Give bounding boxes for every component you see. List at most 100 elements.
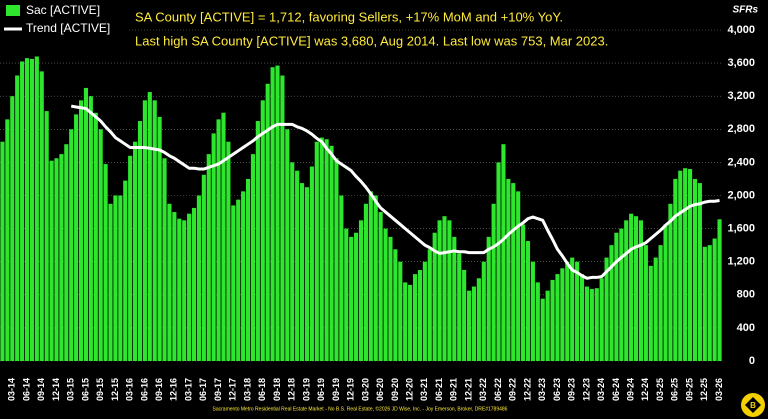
x-tick-label: 12-19 — [346, 378, 356, 401]
bar — [619, 228, 624, 361]
bar — [373, 195, 378, 361]
bar — [530, 261, 535, 361]
bar — [388, 236, 393, 361]
x-tick-label: 03-26 — [714, 378, 724, 401]
bar — [412, 274, 418, 361]
y-axis-label: SFRs — [732, 5, 758, 16]
bar — [275, 65, 280, 362]
bar — [702, 246, 707, 361]
x-tick-label: 06-25 — [670, 378, 680, 401]
bar — [201, 174, 206, 361]
bar — [491, 203, 496, 361]
bar — [545, 290, 550, 361]
chart-subtitle: Last high SA County [ACTIVE] was 3,680, … — [135, 33, 608, 48]
bar — [162, 158, 167, 361]
x-tick-label: 03-15 — [66, 378, 76, 401]
x-tick-label: 06-16 — [139, 378, 149, 401]
bar — [368, 191, 373, 361]
bar — [427, 249, 432, 361]
bars — [0, 56, 722, 362]
x-tick-label: 12-15 — [110, 378, 120, 401]
y-tick-label: 3,600 — [727, 57, 755, 69]
x-tick-label: 09-18 — [272, 378, 282, 401]
bar — [344, 228, 349, 361]
x-tick-label: 06-22 — [493, 378, 503, 401]
bar — [265, 83, 270, 361]
bar — [516, 191, 521, 361]
lines — [70, 104, 720, 280]
x-tick-label: 09-22 — [508, 378, 518, 401]
x-tick-label: 09-16 — [154, 378, 164, 401]
x-tick-label: 06-20 — [375, 378, 385, 401]
bar — [15, 75, 20, 361]
trend-line — [70, 104, 720, 280]
bar — [408, 284, 413, 361]
bar — [599, 278, 604, 361]
x-tick-label: 06-19 — [316, 378, 326, 401]
bar — [157, 116, 162, 361]
bar — [108, 203, 113, 361]
x-tick-label: 12-17 — [228, 378, 238, 401]
bar — [295, 170, 300, 361]
x-tick-label: 03-24 — [596, 378, 606, 401]
bar — [270, 67, 275, 362]
y-tick-label: 4,000 — [727, 24, 755, 36]
x-tick-label: 03-17 — [183, 378, 193, 401]
x-tick-label: 06-15 — [80, 378, 90, 401]
bar — [324, 139, 329, 361]
bar — [309, 166, 314, 361]
bar — [638, 220, 644, 361]
x-tick-label: 06-17 — [198, 378, 208, 401]
bar — [437, 220, 442, 361]
bar — [113, 195, 118, 361]
bar — [231, 205, 236, 361]
bar — [245, 178, 251, 361]
x-tick-label: 09-24 — [626, 378, 636, 401]
x-tick-label: 12-16 — [169, 378, 179, 401]
x-tick-label: 06-24 — [611, 378, 621, 401]
x-tick-label: 09-14 — [36, 378, 46, 401]
legend-label: Trend [ACTIVE] — [26, 21, 110, 35]
bar — [255, 121, 260, 362]
bar — [358, 220, 364, 361]
bar — [329, 145, 334, 361]
svg-text:B: B — [750, 401, 756, 410]
bar — [260, 100, 265, 362]
bar — [648, 265, 653, 361]
legend-box — [0, 0, 128, 40]
x-tick-label: 06-18 — [257, 378, 267, 401]
bar — [457, 253, 462, 361]
bar — [609, 245, 614, 361]
bar — [717, 219, 722, 361]
x-tick-label: 06-14 — [21, 378, 31, 401]
bar — [403, 282, 408, 361]
bar — [83, 87, 89, 362]
bar — [147, 92, 152, 361]
bar — [93, 112, 98, 361]
bar — [39, 71, 44, 361]
bar — [643, 245, 648, 361]
y-tick-label: 3,200 — [727, 90, 755, 102]
bar — [688, 169, 693, 361]
bar — [363, 203, 368, 361]
bar — [584, 286, 589, 361]
x-tick-label: 09-25 — [684, 378, 694, 401]
bar — [59, 154, 64, 361]
bar — [354, 232, 359, 361]
bar — [540, 298, 545, 361]
x-tick-label: 12-25 — [699, 378, 709, 401]
bar — [658, 245, 663, 361]
bar — [98, 129, 103, 361]
bar — [280, 75, 285, 361]
x-tick-label: 03-16 — [125, 378, 135, 401]
bar — [216, 119, 221, 362]
x-tick-label: 12-14 — [51, 378, 61, 401]
bar — [142, 100, 147, 362]
bar — [29, 58, 34, 362]
bar — [481, 261, 486, 361]
bar — [476, 278, 481, 361]
bar — [314, 141, 319, 361]
bar — [20, 61, 25, 361]
y-tick-label: 1,200 — [727, 256, 755, 268]
bar — [177, 218, 182, 361]
